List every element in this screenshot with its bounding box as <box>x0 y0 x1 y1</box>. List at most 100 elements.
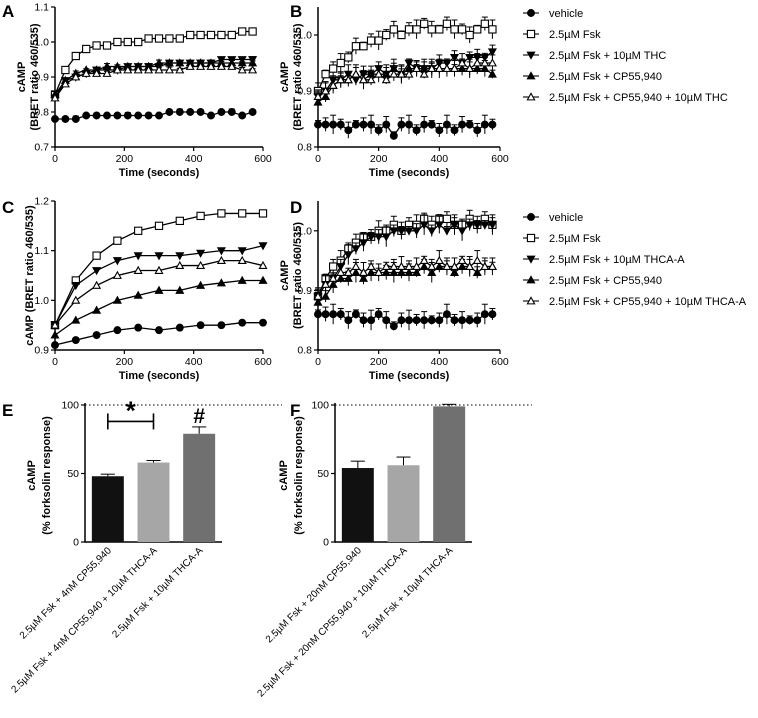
series-3 <box>50 275 268 339</box>
legend-marker <box>526 51 536 60</box>
data-point <box>412 126 421 135</box>
data-point <box>258 260 268 269</box>
data-point <box>450 316 459 325</box>
legend-item: 2.5µM Fsk + CP55,940 <box>523 275 662 287</box>
data-point <box>217 30 226 40</box>
data-point <box>237 275 247 284</box>
data-point <box>175 108 184 116</box>
data-point <box>487 69 497 78</box>
y-axis-title-line2: (BRET ratio 460/535) <box>292 222 304 329</box>
y-tick-label: 100 <box>311 400 329 412</box>
data-point <box>92 305 102 314</box>
data-point <box>389 322 398 331</box>
data-point <box>396 227 406 236</box>
y-tick-label: 1.0 <box>297 225 312 237</box>
data-point <box>123 37 132 47</box>
data-point <box>465 120 474 129</box>
data-point <box>155 111 163 120</box>
data-point <box>196 321 205 330</box>
series-0 <box>51 318 267 350</box>
data-point <box>472 267 482 276</box>
data-point <box>92 41 101 50</box>
legend-label: 2.5µM Fsk + CP55,940 + 10µM THC <box>549 92 728 104</box>
panel-c: C 0 200 400 600 0.9 1.0 1.1 1.2 Time (seconds) cAM… <box>2 196 272 383</box>
data-point <box>374 69 384 78</box>
data-point <box>442 227 452 236</box>
data-point <box>144 34 153 43</box>
data-point <box>216 61 226 70</box>
x-tick-label: 400 <box>431 356 449 368</box>
data-point <box>488 310 497 319</box>
data-point <box>427 261 437 270</box>
category-label: 2.5µM Fsk + 20nM CP55,940 <box>264 545 364 645</box>
data-point <box>175 34 184 43</box>
y-axis-title: cAMP (BRET ratio 460/535) <box>24 205 36 346</box>
legend-item: 2.5µM Fsk <box>523 233 601 245</box>
data-point <box>389 69 399 78</box>
data-point <box>465 30 474 40</box>
legend-item: 2.5µM Fsk + CP55,940 <box>523 71 662 83</box>
data-point <box>396 69 406 78</box>
data-point <box>457 63 467 73</box>
data-point <box>351 310 360 319</box>
y-tick-label: 0.9 <box>297 285 312 297</box>
data-point <box>434 255 444 265</box>
panel-f: F 0 50 100 cAMP (% forksolin response) 2.5µM F… <box>255 400 532 699</box>
data-point <box>442 19 452 28</box>
data-point <box>374 267 384 276</box>
y-tick-label: 0.9 <box>297 86 312 98</box>
y-tick-label: 0.9 <box>34 345 49 357</box>
data-point <box>412 316 421 325</box>
data-point <box>71 282 81 291</box>
x-tick-label: 400 <box>185 356 203 368</box>
panel-letter: E <box>2 401 13 420</box>
data-point <box>442 120 451 129</box>
data-point <box>344 316 353 325</box>
panel-letter: B <box>290 2 302 21</box>
y-axis-title-line2: (BRET ratio 460/535) <box>29 23 41 130</box>
y-tick-label: 100 <box>61 400 79 412</box>
y-tick-label: 50 <box>317 468 329 480</box>
legend-label: vehicle <box>549 212 583 224</box>
data-point <box>359 316 368 325</box>
data-point <box>238 27 247 36</box>
legend-item: 2.5µM Fsk + CP55,940 + 10µM THC <box>523 92 728 104</box>
legend-label: 2.5µM Fsk + 10µM THC <box>549 50 666 62</box>
data-point <box>248 108 257 116</box>
data-point <box>449 53 460 63</box>
series-0 <box>314 303 497 331</box>
data-point <box>367 316 376 325</box>
data-point <box>397 316 406 325</box>
x-tick-label: 0 <box>315 356 321 368</box>
legend-label: 2.5µM Fsk + CP55,940 + 10µM THCA-A <box>549 296 747 308</box>
data-point <box>329 120 338 129</box>
data-point <box>258 242 268 251</box>
data-point <box>435 25 444 34</box>
data-point <box>351 261 361 270</box>
significance-bracket: * <box>107 395 155 430</box>
x-axis-title: Time (seconds) <box>369 370 450 382</box>
data-point <box>420 19 429 28</box>
data-point <box>71 315 81 324</box>
data-point <box>412 63 422 73</box>
data-point <box>397 120 406 129</box>
data-point <box>344 53 353 62</box>
data-point <box>154 252 164 261</box>
x-tick-label: 0 <box>52 153 58 165</box>
data-point <box>487 58 497 67</box>
x-tick-label: 600 <box>254 356 272 368</box>
data-point <box>196 260 206 269</box>
data-point <box>382 30 391 40</box>
data-point <box>420 316 429 325</box>
x-tick-label: 200 <box>370 356 388 368</box>
legend-item: vehicle <box>523 212 583 224</box>
data-point <box>81 68 91 77</box>
data-point <box>206 61 216 70</box>
data-point <box>343 267 353 276</box>
data-point <box>123 111 132 120</box>
data-point <box>113 236 122 245</box>
data-point <box>92 267 102 276</box>
data-point <box>480 221 490 230</box>
data-point <box>358 75 369 84</box>
data-point <box>412 227 422 236</box>
